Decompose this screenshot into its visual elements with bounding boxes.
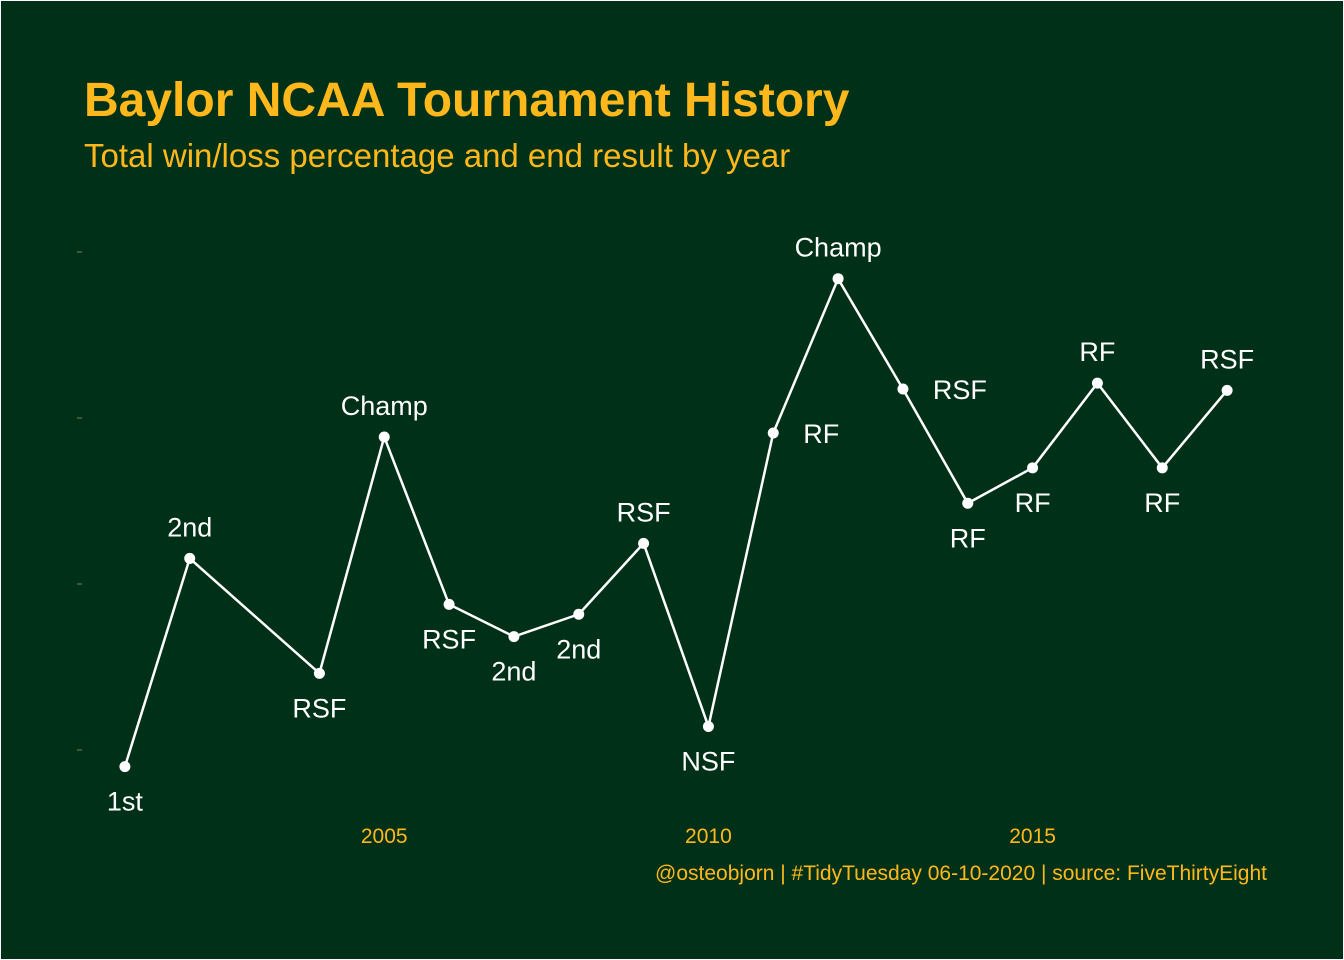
x-tick-label: 2010 (685, 825, 732, 848)
data-label: 1st (107, 787, 144, 817)
data-label: 2nd (167, 512, 212, 542)
data-point (1091, 377, 1103, 389)
data-point (767, 427, 779, 439)
data-point (702, 721, 714, 733)
x-axis-ticks: 2005 2010 2015 (361, 825, 1056, 848)
data-label: RF (1079, 337, 1115, 367)
chart-title: Baylor NCAA Tournament History (84, 74, 850, 127)
data-label: RSF (1200, 344, 1254, 374)
data-point (443, 598, 455, 610)
data-point (573, 608, 585, 620)
data-point (184, 552, 196, 564)
data-point (1221, 384, 1233, 396)
data-point (378, 431, 390, 443)
data-point (638, 537, 650, 549)
data-point (1027, 462, 1039, 474)
data-label: RF (950, 523, 986, 553)
data-label: RSF (933, 375, 987, 405)
data-label: Champ (341, 391, 428, 421)
data-label: RF (1144, 488, 1180, 518)
data-label: NSF (681, 747, 735, 777)
data-label: 2nd (556, 634, 601, 664)
data-point (313, 667, 325, 679)
data-label: RF (803, 419, 839, 449)
data-label: RSF (617, 497, 671, 527)
chart-subtitle: Total win/loss percentage and end result… (84, 137, 790, 174)
x-tick-label: 2015 (1009, 825, 1056, 848)
series-line (123, 277, 1229, 767)
data-label: RSF (422, 624, 476, 654)
data-point (832, 273, 844, 285)
data-point (119, 761, 131, 773)
data-labels: 1st 2nd RSF Champ RSF 2nd 2nd RSF NSF RF Champ RSF R… (107, 233, 1254, 817)
data-point (508, 631, 520, 643)
data-label: 2nd (491, 657, 536, 687)
data-point (1156, 462, 1168, 474)
y-axis-ticks (77, 251, 82, 751)
data-label: RSF (292, 693, 346, 723)
data-point (962, 497, 974, 509)
data-point (897, 383, 909, 395)
chart-caption: @osteobjorn | #TidyTuesday 06-10-2020 | … (655, 862, 1267, 885)
data-label: RF (1015, 488, 1051, 518)
data-points (119, 273, 1233, 773)
data-label: Champ (795, 233, 882, 263)
x-tick-label: 2005 (361, 825, 408, 848)
